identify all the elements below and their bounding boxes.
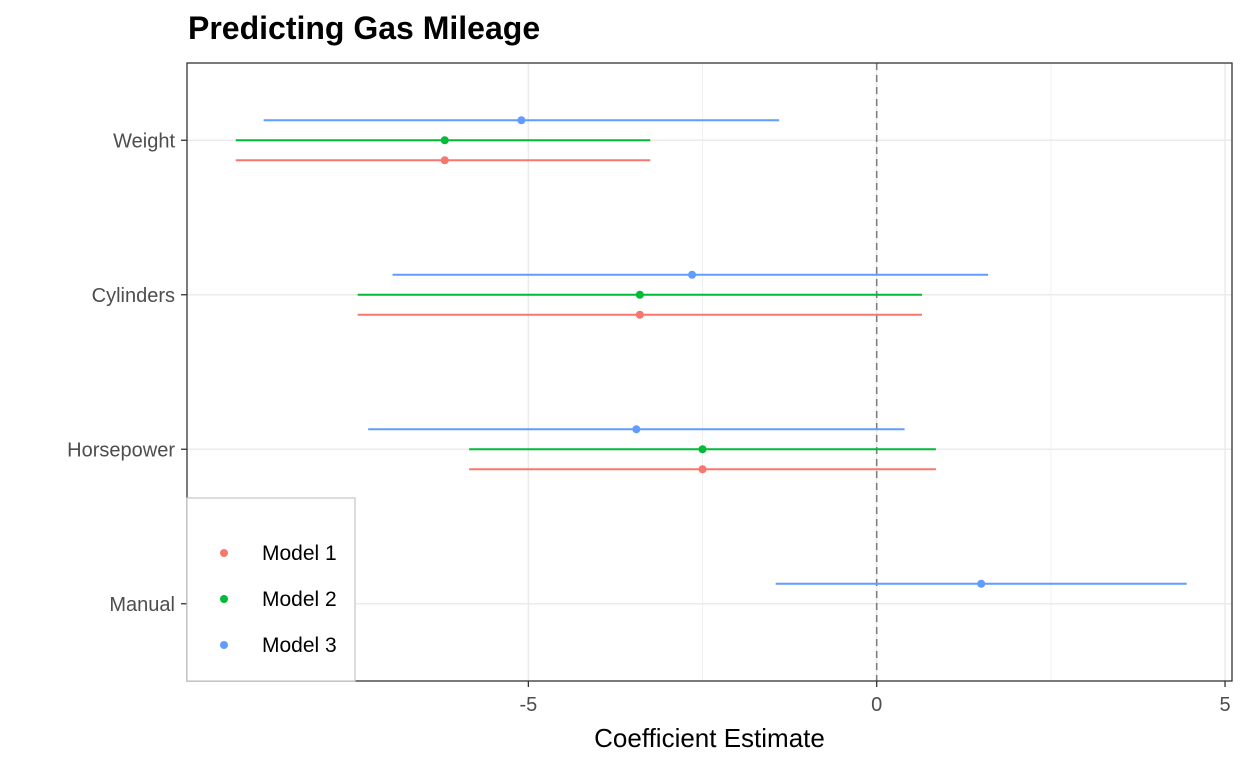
y-tick-label-weight: Weight bbox=[113, 130, 175, 152]
y-tick-label-horsepower: Horsepower bbox=[67, 439, 175, 461]
y-tick-label-manual: Manual bbox=[109, 594, 175, 616]
point-horsepower-model-3 bbox=[632, 425, 641, 434]
x-axis-title: Coefficient Estimate bbox=[594, 723, 825, 753]
legend-label-model-3: Model 3 bbox=[262, 634, 337, 657]
point-weight-model-2 bbox=[440, 136, 449, 145]
point-cylinders-model-1 bbox=[635, 310, 644, 319]
point-weight-model-3 bbox=[517, 116, 526, 125]
grid-layer bbox=[187, 63, 1232, 681]
panel-border bbox=[186, 62, 1233, 682]
x-tick-label: 0 bbox=[871, 694, 882, 716]
legend-label-model-2: Model 2 bbox=[262, 588, 337, 611]
point-manual-model-3 bbox=[977, 579, 986, 588]
legend-box bbox=[186, 497, 356, 682]
chart-title: Predicting Gas Mileage bbox=[188, 10, 541, 46]
marks-layer bbox=[235, 116, 1187, 588]
axis-layer: -5 0 5 Weight Cylinders Horsepower Manual bbox=[67, 130, 1230, 716]
point-horsepower-model-1 bbox=[698, 465, 707, 474]
legend-label-model-1: Model 1 bbox=[262, 542, 337, 565]
x-tick-label: 5 bbox=[1219, 694, 1230, 716]
point-horsepower-model-2 bbox=[698, 445, 707, 454]
legend-key-model-3 bbox=[220, 641, 228, 649]
y-tick-label-cylinders: Cylinders bbox=[92, 285, 175, 307]
legend-key-model-1 bbox=[220, 549, 228, 557]
point-cylinders-model-2 bbox=[635, 290, 644, 299]
legend-key-model-2 bbox=[220, 595, 228, 603]
legend: Model 1 Model 2 Model 3 bbox=[186, 497, 356, 682]
point-weight-model-1 bbox=[440, 156, 449, 165]
point-cylinders-model-3 bbox=[688, 270, 697, 279]
x-tick-label: -5 bbox=[519, 694, 537, 716]
